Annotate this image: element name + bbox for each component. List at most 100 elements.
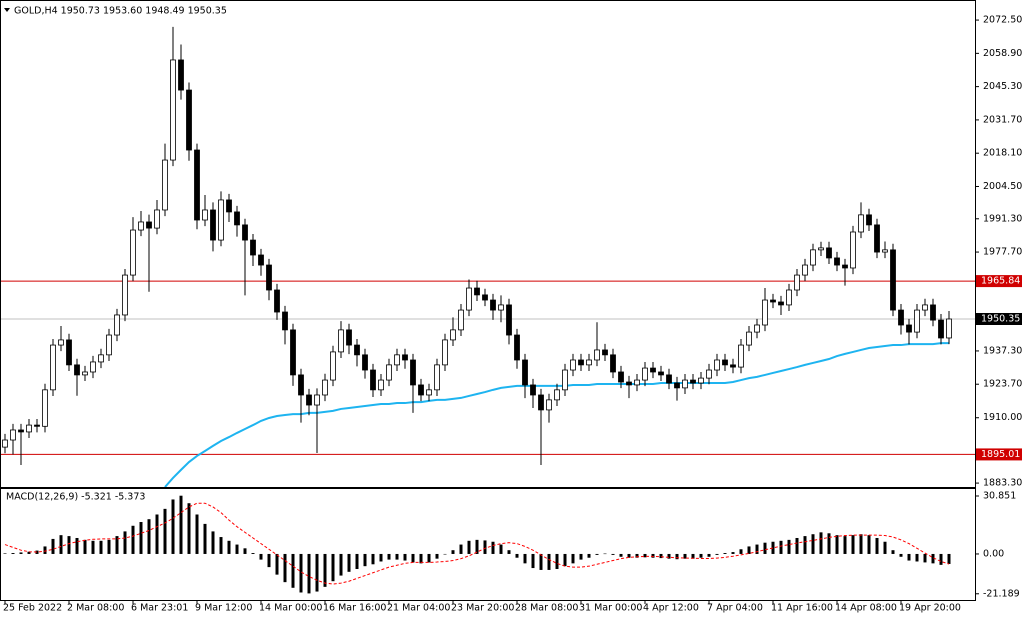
macd-bar xyxy=(507,550,511,554)
macd-bar xyxy=(555,553,559,569)
candle-body xyxy=(794,274,800,291)
candle-body xyxy=(362,354,368,371)
macd-bar xyxy=(323,553,327,587)
candle-body xyxy=(50,344,56,391)
macd-bar xyxy=(899,553,903,557)
macd-bar xyxy=(171,499,175,554)
candle-body xyxy=(874,224,880,253)
macd-bar xyxy=(755,544,759,554)
macd-bar xyxy=(203,523,207,554)
macd-bar xyxy=(339,553,343,576)
candle-body xyxy=(114,314,120,336)
macd-bar xyxy=(931,553,935,564)
macd-bar xyxy=(371,553,375,565)
candle-body xyxy=(234,211,240,226)
candle-body xyxy=(770,299,776,303)
candle-body xyxy=(154,209,160,229)
candle-body xyxy=(930,304,936,321)
y-tick-label: 1991.30 xyxy=(983,213,1022,224)
level-label-box xyxy=(976,448,1022,461)
candle-body xyxy=(890,249,896,311)
candle-body xyxy=(98,354,104,363)
candle-body xyxy=(690,379,696,384)
macd-bar xyxy=(851,535,855,554)
candle-body xyxy=(482,294,488,301)
macd-bar xyxy=(707,553,711,557)
macd-bar xyxy=(67,536,71,554)
macd-bar xyxy=(523,553,527,564)
x-tick-label: 19 Apr 20:00 xyxy=(899,603,961,614)
candle-body xyxy=(2,439,8,448)
macd-bar xyxy=(355,553,359,569)
candle-body xyxy=(426,389,432,396)
macd-bar xyxy=(139,522,143,554)
macd-bar xyxy=(683,553,687,559)
candle-body xyxy=(442,339,448,366)
x-tick-label: 9 Mar 12:00 xyxy=(195,603,252,614)
macd-bar xyxy=(787,539,791,554)
macd-bar xyxy=(491,541,495,554)
macd-bar xyxy=(123,531,127,554)
candle-body xyxy=(58,339,64,346)
y-tick-label: 2004.50 xyxy=(983,181,1022,192)
candle-body xyxy=(578,359,584,366)
candle-body xyxy=(882,249,888,253)
macd-bar xyxy=(107,539,111,554)
macd-bar xyxy=(307,553,311,594)
x-tick-label: 21 Mar 04:00 xyxy=(387,603,450,614)
x-tick-label: 4 Apr 12:00 xyxy=(643,603,699,614)
candle-body xyxy=(626,381,632,386)
x-tick-label: 16 Mar 16:00 xyxy=(323,603,386,614)
candle-body xyxy=(290,329,296,376)
macd-bar xyxy=(531,553,535,569)
y-tick-label: 2031.70 xyxy=(983,114,1022,125)
macd-bar xyxy=(35,550,39,554)
macd-bar xyxy=(155,514,159,554)
candle-body xyxy=(490,299,496,311)
macd-bar xyxy=(283,553,287,583)
candle-body xyxy=(66,339,72,366)
macd-bar xyxy=(75,537,79,554)
candle-body xyxy=(946,318,952,339)
macd-bar xyxy=(267,553,271,568)
candle-body xyxy=(186,89,192,151)
candle-body xyxy=(458,309,464,331)
macd-bar xyxy=(563,553,567,567)
candle-body xyxy=(546,399,552,411)
candle-body xyxy=(754,324,760,333)
candle-body xyxy=(514,334,520,361)
candle-body xyxy=(370,369,376,391)
price-panel xyxy=(0,0,976,488)
y-tick-label: 1923.70 xyxy=(983,379,1022,390)
macd-bar xyxy=(379,553,383,562)
macd-bar xyxy=(395,553,399,560)
candle-body xyxy=(786,289,792,306)
macd-bar xyxy=(435,553,439,559)
y-tick-label: 30.851 xyxy=(983,490,1016,501)
candle-body xyxy=(74,364,80,376)
candle-body xyxy=(762,299,768,326)
candle-body xyxy=(522,359,528,386)
y-tick-label: 1977.70 xyxy=(983,247,1022,258)
candle-body xyxy=(226,199,232,213)
candle-body xyxy=(682,379,688,389)
macd-bar xyxy=(259,553,263,560)
candle-body xyxy=(42,389,48,427)
macd-bar xyxy=(275,553,279,575)
macd-bar xyxy=(603,553,607,555)
candle-body xyxy=(810,249,816,266)
macd-bar xyxy=(779,540,783,554)
candle-body xyxy=(554,389,560,401)
macd-bar xyxy=(451,550,455,554)
macd-bar xyxy=(419,553,423,564)
y-tick-label: 0.00 xyxy=(983,548,1004,559)
macd-bar xyxy=(643,553,647,558)
macd-bar xyxy=(747,546,751,554)
plot: GOLD,H4 1950.73 1953.60 1948.49 1950.35 2… xyxy=(1,6,1022,614)
candle-body xyxy=(242,224,248,241)
macd-bar xyxy=(499,544,503,554)
macd-bar xyxy=(443,553,447,555)
macd-bar xyxy=(347,553,351,572)
candle-body xyxy=(466,287,472,311)
macd-bar xyxy=(147,519,151,554)
